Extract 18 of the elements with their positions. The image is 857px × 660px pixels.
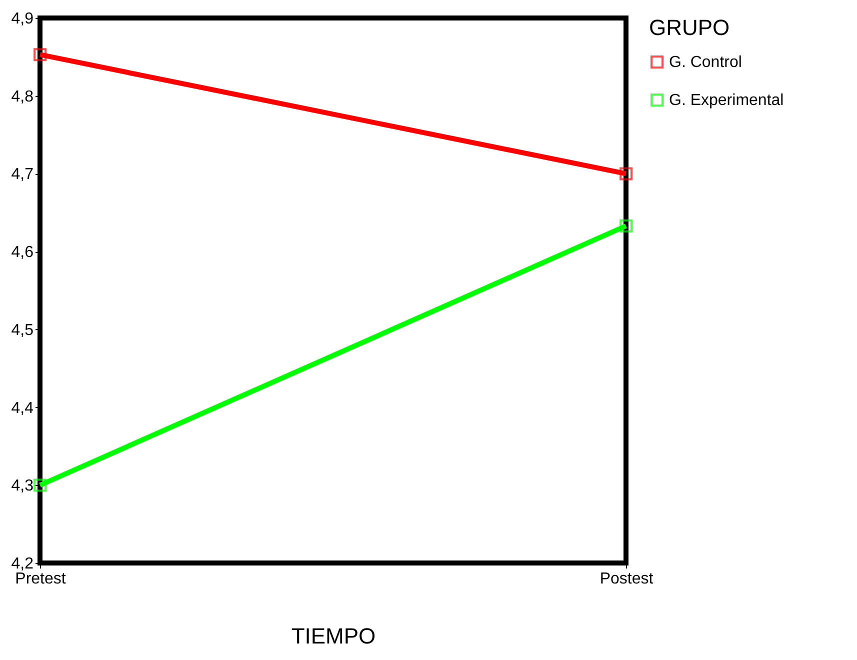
y-tick-label: 4,7 xyxy=(11,166,34,184)
point xyxy=(620,219,632,232)
y-tick-label: 4,6 xyxy=(11,244,34,262)
legend-label: G. Experimental xyxy=(669,92,784,109)
x-tick-label: Postest xyxy=(600,570,654,588)
point xyxy=(34,478,46,492)
y-tick-label: 4,3 xyxy=(11,478,34,495)
point xyxy=(620,167,632,180)
x-tick-label: Pretest xyxy=(15,570,66,588)
legend-label: G. Control xyxy=(669,54,742,71)
y-tick-label: 4,2 xyxy=(11,556,34,572)
y-tick-label: 4,4 xyxy=(11,400,34,417)
point xyxy=(34,48,46,62)
legend-title: GRUPO xyxy=(649,15,730,40)
x-axis-title: TIEMPO xyxy=(291,624,376,648)
y-tick-label: 4,9 xyxy=(11,10,34,28)
y-tick-label: 4,8 xyxy=(11,88,34,106)
y-tick-label: 4,5 xyxy=(11,322,34,339)
